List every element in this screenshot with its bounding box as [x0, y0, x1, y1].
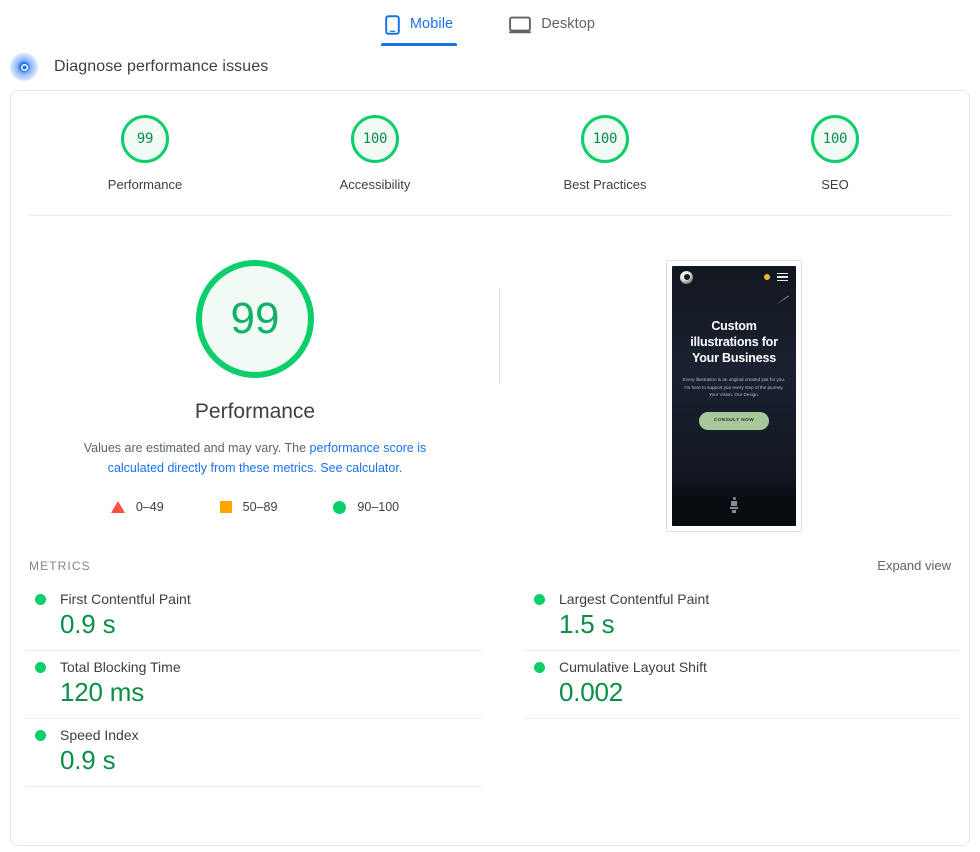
desktop-icon: [509, 16, 532, 34]
score-label: Best Practices: [563, 177, 647, 192]
score-explanation-prefix: Values are estimated and may vary. The: [83, 441, 310, 455]
hero-vertical-divider: [499, 288, 500, 384]
metrics-column-right: Largest Contentful Paint 1.5 s Cumulativ…: [492, 583, 959, 787]
metric-value: 0.9 s: [60, 745, 116, 775]
metric-value: 120 ms: [60, 677, 145, 707]
category-score-seo[interactable]: 100 SEO: [780, 115, 890, 192]
score-ring: 100: [581, 115, 629, 163]
category-scores: 99 Performance 100 Accessibility 100 Bes…: [11, 91, 969, 198]
tab-desktop[interactable]: Desktop: [503, 4, 601, 46]
category-score-performance[interactable]: 99 Performance: [90, 115, 200, 192]
category-score-accessibility[interactable]: 100 Accessibility: [320, 115, 430, 192]
metric-row[interactable]: Largest Contentful Paint 1.5 s: [524, 583, 959, 651]
metric-row[interactable]: Speed Index 0.9 s: [25, 719, 482, 787]
performance-hero: 99 Performance Values are estimated and …: [11, 216, 969, 546]
final-screenshot-thumbnail[interactable]: Custom illustrations for Your Business E…: [666, 260, 802, 532]
performance-gauge[interactable]: 99: [196, 260, 314, 378]
legend-range-poor: 0–49: [135, 500, 164, 514]
score-legend: 0–49 50–89 90–100: [110, 500, 399, 514]
metric-name: Largest Contentful Paint: [559, 591, 710, 607]
astronaut-icon: [728, 497, 740, 513]
metrics-title: METRICS: [29, 558, 91, 573]
planet-logo-icon: [680, 270, 693, 284]
section-divider: [29, 215, 951, 216]
metric-name: Speed Index: [60, 727, 139, 743]
category-score-best-practices[interactable]: 100 Best Practices: [550, 115, 660, 192]
triangle-icon: [110, 501, 125, 513]
legend-item-good: 90–100: [333, 500, 399, 514]
metric-name: First Contentful Paint: [60, 591, 191, 607]
diagnose-header: Diagnose performance issues: [0, 46, 980, 90]
hero-left-column: 99 Performance Values are estimated and …: [11, 260, 499, 546]
legend-item-poor: 0–49: [110, 500, 164, 514]
circle-icon: [333, 500, 347, 514]
hero-right-column: Custom illustrations for Your Business E…: [499, 260, 969, 546]
screenshot-cta-button: CONSULT NOW: [699, 411, 769, 430]
score-label: SEO: [821, 177, 849, 192]
performance-gauge-label: Performance: [194, 400, 316, 423]
status-dot-good-icon: [534, 661, 545, 673]
status-dot-good-icon: [534, 593, 545, 605]
metrics-grid: First Contentful Paint 0.9 s Total Block…: [11, 583, 969, 787]
screenshot-subtext: Every illustration is an original create…: [682, 377, 786, 397]
legend-range-average: 50–89: [242, 500, 278, 514]
device-tab-bar: Mobile Desktop: [0, 0, 980, 46]
metrics-column-left: First Contentful Paint 0.9 s Total Block…: [25, 583, 492, 787]
score-explanation-suffix: .: [398, 461, 403, 475]
legend-range-good: 90–100: [357, 500, 400, 514]
see-calculator-link[interactable]: See calculator: [320, 461, 399, 475]
metrics-header: METRICS Expand view: [11, 546, 969, 583]
status-dot-good-icon: [35, 729, 46, 741]
screenshot-headline: Custom illustrations for Your Business: [690, 319, 778, 365]
score-ring: 99: [121, 115, 169, 163]
page-title: Diagnose performance issues: [54, 58, 269, 75]
score-explanation: Values are estimated and may vary. The p…: [55, 438, 455, 478]
screenshot-topbar: [672, 266, 796, 288]
metric-row[interactable]: Cumulative Layout Shift 0.002: [524, 651, 959, 719]
tab-mobile[interactable]: Mobile: [379, 4, 459, 46]
score-label: Accessibility: [339, 177, 411, 192]
screenshot-content: Custom illustrations for Your Business E…: [672, 266, 796, 526]
score-label: Performance: [107, 177, 183, 192]
metric-value: 0.002: [559, 677, 624, 707]
score-ring: 100: [351, 115, 399, 163]
status-dot-good-icon: [35, 593, 46, 605]
score-ring: 100: [811, 115, 859, 163]
report-card: 99 Performance 100 Accessibility 100 Bes…: [10, 90, 970, 846]
legend-item-average: 50–89: [219, 500, 278, 514]
hamburger-menu-icon: [777, 273, 788, 281]
metric-value: 0.9 s: [60, 609, 116, 639]
mobile-icon: [385, 15, 400, 35]
metric-row[interactable]: First Contentful Paint 0.9 s: [25, 583, 482, 651]
lighthouse-dot-icon: [10, 53, 38, 81]
metric-name: Total Blocking Time: [60, 659, 181, 675]
square-icon: [219, 501, 232, 513]
expand-view-button[interactable]: Expand view: [877, 558, 951, 573]
shooting-star-icon: [775, 295, 789, 306]
metric-name: Cumulative Layout Shift: [559, 659, 707, 675]
metric-value: 1.5 s: [559, 609, 615, 639]
metric-row[interactable]: Total Blocking Time 120 ms: [25, 651, 482, 719]
moon-icon: [764, 273, 770, 280]
tab-desktop-label: Desktop: [541, 15, 596, 32]
tab-mobile-label: Mobile: [409, 15, 454, 32]
status-dot-good-icon: [35, 661, 46, 673]
performance-score-link[interactable]: performance score is calculated directly…: [107, 441, 427, 475]
